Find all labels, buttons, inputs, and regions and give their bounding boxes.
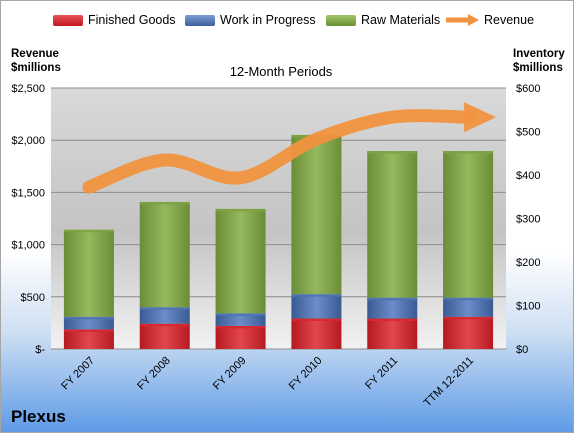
x-tick-label: TTM 12-2011 bbox=[422, 355, 477, 410]
right-tick-label: $300 bbox=[516, 214, 540, 226]
legend-label-raw-materials: Raw Materials bbox=[361, 13, 441, 27]
bar-raw-materials-top-edge bbox=[215, 208, 266, 212]
right-axis-title-line1: Inventory bbox=[513, 48, 565, 60]
left-axis-title-line1: Revenue bbox=[11, 48, 59, 60]
bar-work-in-progress bbox=[443, 297, 494, 317]
revenue-arrowhead bbox=[464, 102, 497, 133]
bar-raw-materials bbox=[139, 201, 190, 308]
right-axis-title: Inventory $millions bbox=[513, 47, 565, 75]
gridlines bbox=[51, 87, 506, 350]
bar-finished-goods-top-edge bbox=[291, 318, 342, 322]
bar-work-in-progress-top-edge bbox=[367, 297, 418, 301]
legend-label-finished-goods: Finished Goods bbox=[88, 13, 176, 27]
right-tick-label: $0 bbox=[516, 344, 528, 356]
right-axis-ticks: $0 $100 $200 $300 $400 $500 $600 bbox=[516, 83, 540, 356]
bar-finished-goods-top-edge bbox=[443, 316, 494, 320]
legend: Finished Goods Work in Progress Raw Mate… bbox=[1, 13, 574, 33]
right-tick-label: $600 bbox=[516, 83, 540, 95]
bar-raw-materials-top-edge bbox=[443, 151, 494, 154]
legend-item-work-in-progress: Work in Progress bbox=[185, 13, 316, 27]
legend-swatch-finished-goods bbox=[53, 14, 83, 26]
revenue-line-path bbox=[82, 109, 475, 194]
bar-finished-goods bbox=[215, 325, 266, 349]
bar-raw-materials bbox=[291, 134, 342, 295]
bar-work-in-progress-top-edge bbox=[139, 307, 190, 310]
right-tick-label: $200 bbox=[516, 257, 540, 269]
bar-finished-goods-top-edge bbox=[139, 323, 190, 327]
legend-arrow-icon bbox=[446, 14, 479, 26]
bar-stacks bbox=[63, 134, 494, 349]
right-tick-label: $400 bbox=[516, 170, 540, 182]
left-tick-label: $- bbox=[35, 344, 45, 356]
x-tick-label: FY 2011 bbox=[363, 355, 400, 392]
bar-raw-materials bbox=[367, 151, 418, 298]
left-tick-label: $1,500 bbox=[11, 187, 45, 199]
right-tick-label: $500 bbox=[516, 127, 540, 139]
bar-finished-goods bbox=[63, 329, 114, 349]
bar-work-in-progress bbox=[139, 307, 190, 324]
bar-finished-goods-top-edge bbox=[367, 318, 418, 322]
bar-work-in-progress bbox=[291, 294, 342, 319]
plot-area bbox=[51, 88, 506, 349]
legend-swatch-work-in-progress bbox=[185, 14, 215, 26]
legend-item-revenue: Revenue bbox=[446, 13, 534, 27]
legend-item-raw-materials: Raw Materials bbox=[326, 13, 440, 27]
left-axis-ticks: $- $500 $1,000 $1,500 $2,000 $2,500 bbox=[11, 83, 45, 356]
x-axis-labels: FY 2007 FY 2008 FY 2009 FY 2010 FY 2011 TTM 1… bbox=[59, 355, 476, 410]
bar-work-in-progress bbox=[215, 313, 266, 326]
x-tick-label: FY 2007 bbox=[59, 355, 97, 393]
right-axis-title-line2: $millions bbox=[513, 62, 563, 74]
bar-finished-goods bbox=[139, 323, 190, 349]
bar-raw-materials bbox=[443, 151, 494, 298]
bar-finished-goods bbox=[367, 318, 418, 349]
x-tick-label: FY 2009 bbox=[211, 355, 249, 393]
bar-work-in-progress-top-edge bbox=[291, 294, 342, 297]
revenue-line bbox=[82, 102, 497, 194]
bar-finished-goods-top-edge bbox=[63, 329, 114, 332]
left-tick-label: $2,000 bbox=[11, 135, 45, 147]
left-tick-label: $500 bbox=[21, 292, 45, 304]
legend-swatch-raw-materials bbox=[326, 14, 356, 26]
bar-raw-materials-top-edge bbox=[367, 151, 418, 154]
bar-finished-goods bbox=[291, 318, 342, 349]
bar-work-in-progress-top-edge bbox=[443, 297, 494, 301]
bar-work-in-progress bbox=[367, 297, 418, 319]
bar-raw-materials bbox=[215, 208, 266, 314]
legend-label-work-in-progress: Work in Progress bbox=[220, 13, 316, 27]
bar-raw-materials bbox=[63, 229, 114, 317]
bar-finished-goods bbox=[443, 316, 494, 349]
left-tick-label: $2,500 bbox=[11, 83, 45, 95]
left-axis-title-line2: $millions bbox=[11, 62, 61, 74]
left-axis-title: Revenue $millions bbox=[11, 47, 61, 75]
bar-finished-goods-top-edge bbox=[215, 325, 266, 329]
bar-raw-materials-top-edge bbox=[63, 229, 114, 233]
company-name: Plexus bbox=[11, 407, 66, 426]
x-tick-label: FY 2008 bbox=[135, 355, 173, 393]
bar-raw-materials-top-edge bbox=[139, 201, 190, 205]
chart-subtitle: 12-Month Periods bbox=[229, 64, 333, 79]
bar-work-in-progress-top-edge bbox=[215, 313, 266, 316]
bar-work-in-progress-top-edge bbox=[63, 316, 114, 320]
bar-work-in-progress bbox=[63, 316, 114, 330]
legend-label-revenue: Revenue bbox=[484, 13, 535, 27]
x-tick-label: FY 2010 bbox=[287, 355, 325, 393]
right-tick-label: $100 bbox=[516, 301, 540, 313]
left-tick-label: $1,000 bbox=[11, 240, 45, 252]
legend-item-finished-goods: Finished Goods bbox=[53, 13, 176, 27]
